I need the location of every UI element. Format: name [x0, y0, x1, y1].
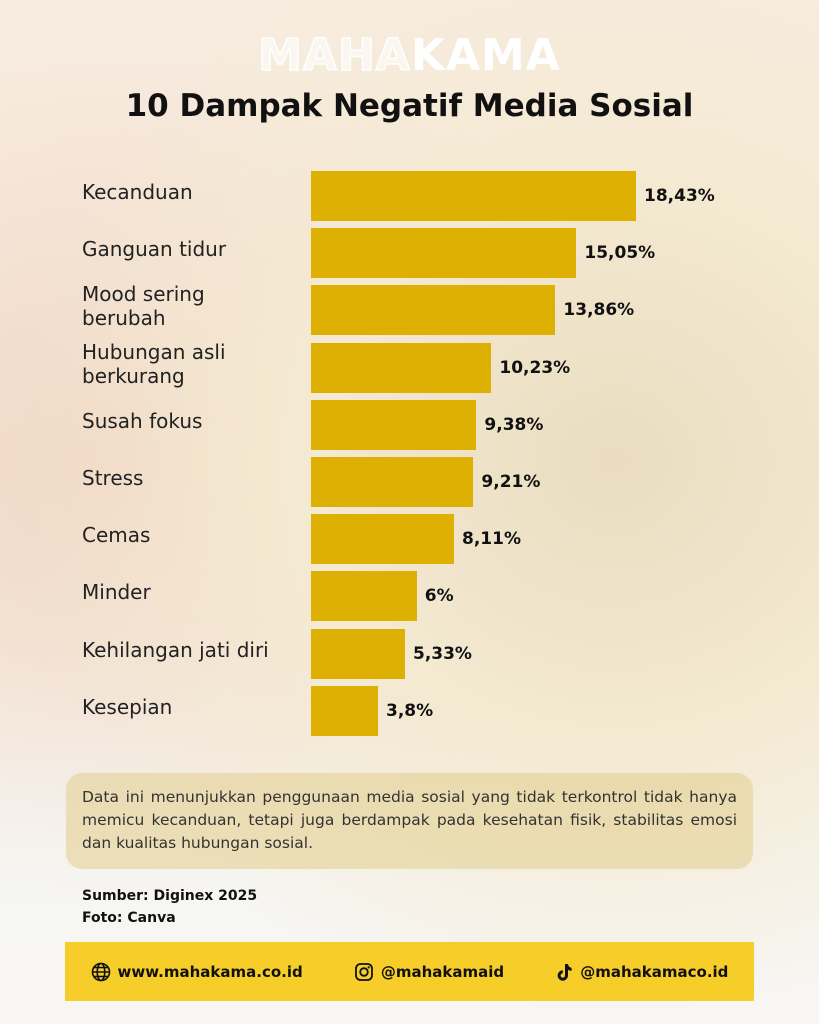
value-label: 13,86%	[563, 300, 635, 321]
bar	[311, 514, 454, 565]
bar	[311, 171, 636, 221]
value-label: 15,05%	[584, 243, 656, 264]
source: Sumber: Diginex 2025	[82, 888, 258, 904]
value-label: 5,33%	[412, 643, 472, 664]
bar	[311, 628, 405, 679]
value-label: 8,11%	[462, 529, 521, 550]
footer: www.mahakama.co.id @mahakamaid @mahakama…	[65, 942, 754, 1001]
bar	[311, 457, 474, 507]
category-label: Hubungan asli berkurang	[82, 339, 226, 388]
value-label: 9,38%	[484, 414, 544, 435]
logo-light: MAHA	[257, 29, 411, 82]
tiktok-icon	[557, 963, 572, 981]
photo-credit: Foto: Canva	[82, 910, 176, 926]
tiktok: @mahakamaco.id	[580, 962, 729, 981]
category-label: Susah fokus	[82, 408, 203, 433]
category-label: Minder	[82, 580, 151, 605]
category-label: Stress	[82, 466, 144, 490]
note: Data ini menunjukkan penggunaan media so…	[66, 773, 753, 869]
category-label: Ganguan tidur	[82, 237, 227, 262]
category-label: Mood sering berubah	[82, 282, 205, 331]
instagram-icon	[354, 962, 373, 981]
instagram: @mahakamaid	[380, 962, 505, 981]
value-label: 3,8%	[386, 700, 434, 721]
bar	[311, 571, 417, 622]
bar	[311, 685, 378, 736]
category-label: Kehilangan jati diri	[82, 637, 269, 662]
tiktok-item: @mahakamaco.id	[555, 962, 728, 982]
bar	[311, 228, 577, 279]
bar	[311, 342, 492, 393]
value-label: 18,43%	[644, 186, 715, 206]
bar	[311, 285, 556, 336]
chart-title: 10 Dampak Negatif Media Sosial	[125, 88, 694, 124]
globe-icon	[91, 962, 110, 981]
website-item: www.mahakama.co.id	[91, 962, 303, 982]
value-label: 6%	[424, 586, 454, 607]
category-label: Kecanduan	[82, 180, 193, 204]
category-label: Kesepian	[82, 694, 173, 719]
value-label: 9,21%	[481, 472, 541, 492]
logo-bold: KAMA	[410, 30, 561, 81]
value-label: 10,23%	[499, 357, 571, 378]
category-label: Cemas	[82, 523, 151, 548]
website: www.mahakama.co.id	[117, 962, 303, 981]
bar	[311, 399, 477, 450]
logo: MAHAKAMA	[0, 29, 819, 82]
instagram-item: @mahakamaid	[354, 962, 504, 982]
